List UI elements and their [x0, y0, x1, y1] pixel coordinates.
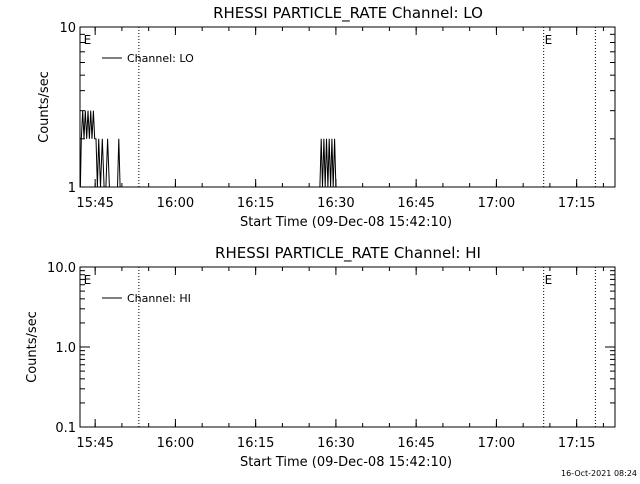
lo-chart-marks: 15:45 16:00 16:15 16:30 16:45 17:00 17:15 1 10 E E: [59, 21, 615, 211]
x-tick-label: 17:15: [558, 436, 595, 451]
plot-timestamp: 16-Oct-2021 08:24: [561, 469, 637, 478]
y-tick-label: 1: [68, 181, 76, 196]
lo-panel-title: RHESSI PARTICLE_RATE Channel: LO: [213, 4, 483, 23]
event-marker-label: E: [545, 273, 553, 287]
event-marker-label: E: [545, 33, 553, 47]
x-tick-label: 16:15: [237, 436, 274, 451]
y-tick-label: 10: [59, 21, 76, 36]
hi-plot-frame: [79, 266, 616, 428]
y-tick-label: 0.1: [55, 421, 76, 436]
x-tick-label: 15:45: [76, 196, 113, 211]
hi-channel-panel: RHESSI PARTICLE_RATE Channel: HI Counts/…: [25, 244, 616, 470]
x-tick-label: 16:00: [157, 196, 194, 211]
x-tick-label: 16:30: [317, 436, 354, 451]
hi-x-axis-label: Start Time (09-Dec-08 15:42:10): [240, 455, 452, 470]
event-marker-label: E: [84, 273, 92, 287]
x-tick-label: 17:00: [478, 436, 515, 451]
x-tick-label: 15:45: [76, 436, 113, 451]
lo-x-axis-label: Start Time (09-Dec-08 15:42:10): [240, 215, 452, 230]
hi-chart-marks: 15:45 16:00 16:15 16:30 16:45 17:00 17:15 0.1 1.…: [47, 261, 615, 451]
x-tick-label: 16:30: [317, 196, 354, 211]
lo-legend-label: Channel: LO: [127, 52, 194, 65]
x-tick-label: 16:15: [237, 196, 274, 211]
x-tick-label: 17:00: [478, 196, 515, 211]
hi-y-axis-label: Counts/sec: [25, 311, 40, 383]
event-marker-label: E: [84, 33, 92, 47]
x-tick-label: 17:15: [558, 196, 595, 211]
lo-plot-frame: [79, 26, 616, 188]
x-tick-label: 16:45: [397, 196, 434, 211]
series-line: [79, 110, 337, 188]
x-tick-label: 16:00: [157, 436, 194, 451]
y-tick-label: 10.0: [47, 261, 76, 276]
y-tick-label: 1.0: [55, 341, 76, 356]
lo-y-axis-label: Counts/sec: [37, 71, 52, 143]
x-tick-label: 16:45: [397, 436, 434, 451]
hi-legend-label: Channel: HI: [127, 292, 191, 305]
hi-panel-title: RHESSI PARTICLE_RATE Channel: HI: [215, 244, 481, 263]
lo-channel-panel: RHESSI PARTICLE_RATE Channel: LO Counts/…: [37, 4, 616, 230]
